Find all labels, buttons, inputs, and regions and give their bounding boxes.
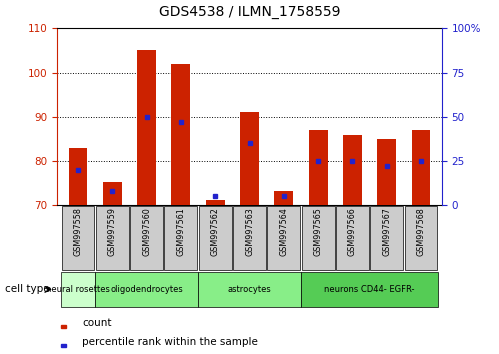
FancyBboxPatch shape <box>301 206 335 270</box>
Bar <box>61 344 66 347</box>
Text: count: count <box>82 318 112 328</box>
Bar <box>61 325 66 328</box>
FancyBboxPatch shape <box>301 272 438 307</box>
Text: GSM997567: GSM997567 <box>382 207 391 256</box>
Text: GSM997562: GSM997562 <box>211 207 220 256</box>
Text: GSM997560: GSM997560 <box>142 207 151 256</box>
FancyBboxPatch shape <box>198 272 301 307</box>
Bar <box>412 130 431 205</box>
Text: neurons CD44- EGFR-: neurons CD44- EGFR- <box>324 285 415 294</box>
Text: GSM997568: GSM997568 <box>417 207 426 256</box>
Text: oligodendrocytes: oligodendrocytes <box>110 285 183 294</box>
Bar <box>137 50 156 205</box>
FancyBboxPatch shape <box>199 206 232 270</box>
Bar <box>68 148 87 205</box>
FancyBboxPatch shape <box>164 206 198 270</box>
FancyBboxPatch shape <box>96 206 129 270</box>
FancyBboxPatch shape <box>405 206 438 270</box>
Text: percentile rank within the sample: percentile rank within the sample <box>82 337 258 347</box>
Text: neural rosettes: neural rosettes <box>46 285 110 294</box>
Text: GSM997565: GSM997565 <box>313 207 323 256</box>
Text: GSM997564: GSM997564 <box>279 207 288 256</box>
Text: cell type: cell type <box>5 284 49 295</box>
Bar <box>240 112 259 205</box>
FancyBboxPatch shape <box>370 206 403 270</box>
Bar <box>377 139 396 205</box>
Bar <box>309 130 327 205</box>
FancyBboxPatch shape <box>130 206 163 270</box>
FancyBboxPatch shape <box>267 206 300 270</box>
Bar <box>343 135 362 205</box>
Text: GSM997559: GSM997559 <box>108 207 117 256</box>
Text: GSM997563: GSM997563 <box>245 207 254 256</box>
Bar <box>172 64 190 205</box>
Text: GSM997566: GSM997566 <box>348 207 357 256</box>
Bar <box>206 200 225 205</box>
FancyBboxPatch shape <box>61 272 95 307</box>
FancyBboxPatch shape <box>336 206 369 270</box>
FancyBboxPatch shape <box>95 272 198 307</box>
FancyBboxPatch shape <box>233 206 266 270</box>
FancyBboxPatch shape <box>61 206 94 270</box>
Text: GSM997558: GSM997558 <box>73 207 82 256</box>
Text: GSM997561: GSM997561 <box>176 207 186 256</box>
Bar <box>274 191 293 205</box>
Text: GDS4538 / ILMN_1758559: GDS4538 / ILMN_1758559 <box>159 5 340 19</box>
Text: astrocytes: astrocytes <box>228 285 271 294</box>
Bar <box>103 182 122 205</box>
